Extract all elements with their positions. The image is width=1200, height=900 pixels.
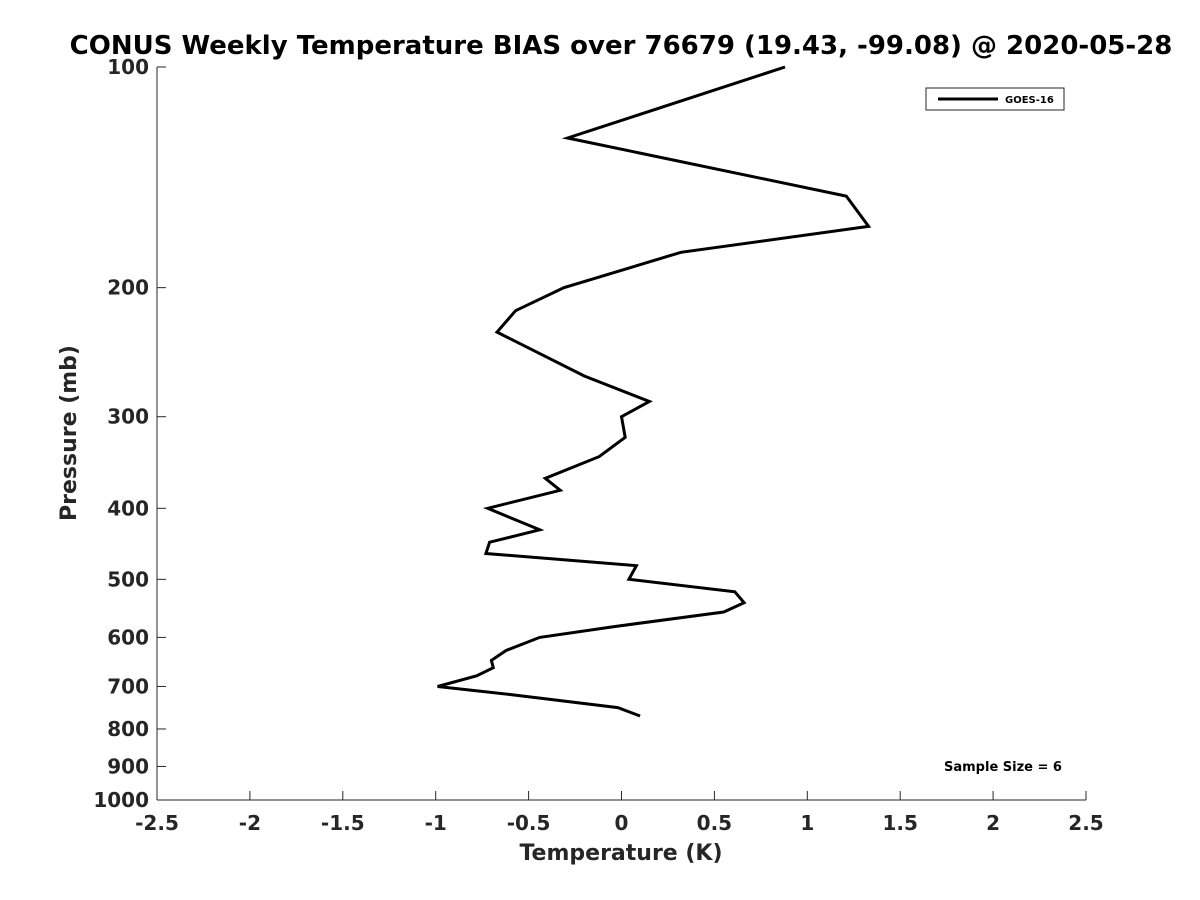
data-point bbox=[538, 528, 541, 531]
data-point bbox=[509, 693, 512, 696]
data-point bbox=[648, 400, 651, 403]
x-tick-label: -2 bbox=[239, 811, 261, 835]
data-point bbox=[484, 552, 487, 555]
y-tick-label: 400 bbox=[107, 496, 149, 520]
x-tick-label: -1.5 bbox=[321, 811, 365, 835]
data-point bbox=[514, 309, 517, 312]
data-point bbox=[486, 507, 489, 510]
x-tick-label: 1.5 bbox=[882, 811, 917, 835]
data-point bbox=[635, 564, 638, 567]
data-point bbox=[624, 436, 627, 439]
x-tick-label: -0.5 bbox=[507, 811, 551, 835]
legend: GOES-16 bbox=[925, 87, 1065, 111]
y-tick-label: 300 bbox=[107, 405, 149, 429]
legend-label-goes-16: GOES-16 bbox=[1005, 95, 1054, 106]
data-point bbox=[562, 286, 565, 289]
data-point bbox=[544, 477, 547, 480]
data-point bbox=[733, 590, 736, 593]
x-axis-label: Temperature (K) bbox=[519, 841, 722, 866]
chart-title: CONUS Weekly Temperature BIAS over 76679… bbox=[70, 31, 1173, 61]
y-tick-label: 100 bbox=[107, 55, 149, 79]
y-tick-label: 700 bbox=[107, 674, 149, 698]
y-tick-label: 500 bbox=[107, 567, 149, 591]
data-point bbox=[620, 415, 623, 418]
y-tick-label: 600 bbox=[107, 625, 149, 649]
data-point bbox=[845, 195, 848, 198]
data-point bbox=[639, 714, 642, 717]
data-point bbox=[613, 625, 616, 628]
x-tick-label: 0 bbox=[615, 811, 629, 835]
data-point bbox=[598, 455, 601, 458]
data-point bbox=[538, 636, 541, 639]
data-point bbox=[492, 666, 495, 669]
data-point bbox=[496, 331, 499, 334]
data-point bbox=[505, 649, 508, 652]
data-point bbox=[679, 251, 682, 254]
data-point bbox=[583, 375, 586, 378]
data-point bbox=[784, 66, 787, 69]
y-tick-label: 800 bbox=[107, 717, 149, 741]
y-ticks: 100 200 300 400 500 600 700 800 900 1000 bbox=[93, 55, 166, 812]
data-point bbox=[627, 578, 630, 581]
x-tick-label: 2.5 bbox=[1068, 811, 1103, 835]
data-point bbox=[566, 137, 569, 140]
y-tick-label: 900 bbox=[107, 754, 149, 778]
data-point bbox=[475, 674, 478, 677]
data-point bbox=[616, 706, 619, 709]
y-tick-label: 1000 bbox=[93, 788, 149, 812]
x-ticks: -2.5 -2 -1.5 -1 -0.5 0 0.5 1 1.5 2 2.5 bbox=[135, 791, 1104, 835]
data-point bbox=[867, 225, 870, 228]
data-point bbox=[722, 610, 725, 613]
sample-size-annotation: Sample Size = 6 bbox=[944, 760, 1062, 775]
y-tick-label: 200 bbox=[107, 276, 149, 300]
series-line-goes-16 bbox=[437, 65, 872, 718]
x-tick-label: -2.5 bbox=[135, 811, 179, 835]
series-layer bbox=[436, 65, 872, 718]
x-tick-label: -1 bbox=[425, 811, 447, 835]
x-tick-label: 0.5 bbox=[697, 811, 732, 835]
data-point bbox=[559, 489, 562, 492]
data-point bbox=[436, 685, 439, 688]
y-axis-label: Pressure (mb) bbox=[57, 345, 82, 521]
x-tick-label: 2 bbox=[986, 811, 1000, 835]
data-point bbox=[488, 541, 491, 544]
data-point bbox=[490, 659, 493, 662]
x-tick-label: 1 bbox=[800, 811, 814, 835]
data-point bbox=[743, 601, 746, 604]
